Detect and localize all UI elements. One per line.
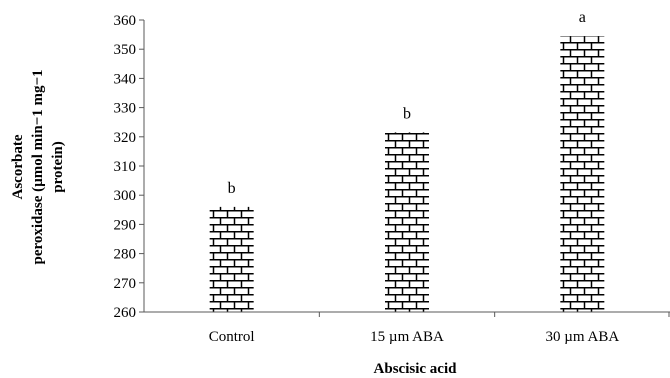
bar [385,132,429,312]
y-axis-title: Ascorbate peroxidase (µmol min−1 mg−1 pr… [10,69,66,264]
y-axis-title-line: Ascorbate [10,134,26,199]
y-tick-label: 350 [114,42,137,58]
y-tick-label: 300 [114,188,137,204]
y-tick-label: 270 [114,276,137,292]
x-category-label: 15 µm ABA [370,329,444,345]
y-tick-label: 330 [114,101,137,117]
y-tick-label: 320 [114,130,137,146]
x-category-label: 30 µm ABA [546,329,620,345]
y-tick-label: 280 [114,247,137,263]
x-axis-title: Abscisic acid [374,361,458,377]
y-tick-label: 360 [114,13,137,29]
y-tick-label: 340 [114,71,137,87]
bar-data-label: b [228,180,236,197]
y-axis-title-line: peroxidase (µmol min−1 mg−1 [30,69,46,264]
bar [209,206,254,312]
y-axis-ticks: 260 270 280 290 300 310 320 330 340 350 360 [114,13,144,321]
axes [139,20,670,317]
bars: b b a [209,9,605,313]
bar-data-label: a [579,9,586,26]
bar-data-label: b [403,105,411,122]
bar [560,36,605,313]
y-tick-label: 260 [114,305,137,321]
y-tick-label: 290 [114,217,137,233]
x-axis-categories: Control 15 µm ABA 30 µm ABA [209,329,620,345]
y-tick-label: 310 [114,159,137,175]
y-axis-title-line: protein) [50,141,66,192]
x-category-label: Control [209,329,255,345]
